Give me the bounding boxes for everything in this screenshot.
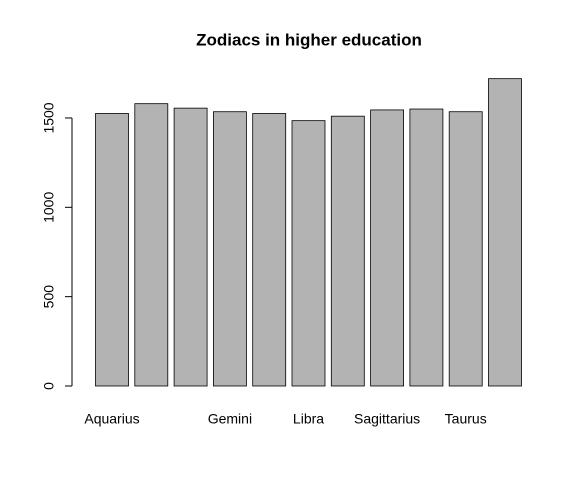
bar bbox=[134, 103, 169, 387]
x-tick-label: Taurus bbox=[445, 411, 487, 427]
y-tick-label: 0 bbox=[41, 382, 57, 390]
x-tick-label: Sagittarius bbox=[354, 411, 420, 427]
bar bbox=[330, 115, 365, 387]
bar bbox=[173, 107, 208, 387]
bar bbox=[291, 120, 326, 387]
y-tick-label: 1500 bbox=[41, 102, 57, 133]
bar bbox=[370, 109, 405, 387]
bar bbox=[252, 113, 287, 387]
y-tick-label: 500 bbox=[41, 285, 57, 309]
x-tick-label: Gemini bbox=[208, 411, 252, 427]
bar bbox=[212, 111, 247, 387]
bar bbox=[488, 78, 522, 387]
x-tick-label: Aquarius bbox=[84, 411, 139, 427]
x-tick-label: Libra bbox=[293, 411, 324, 427]
bar bbox=[448, 111, 483, 387]
bar bbox=[409, 108, 444, 387]
chart-title: Zodiacs in higher education bbox=[196, 30, 422, 49]
bar bbox=[95, 113, 129, 387]
y-tick-label: 1000 bbox=[41, 192, 57, 223]
